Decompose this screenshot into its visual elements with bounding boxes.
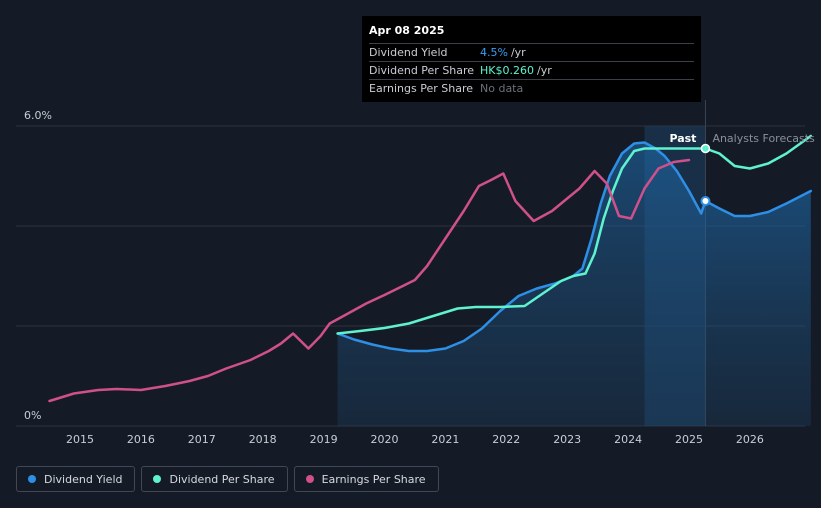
tooltip-value: No data (480, 81, 524, 95)
tooltip-unit: /yr (536, 63, 552, 77)
y-tick-label: 0% (24, 409, 41, 422)
forecast-label: Analysts Forecasts (712, 132, 815, 145)
tooltip-row-dividend-yield: Dividend Yield 4.5% /yr (369, 43, 694, 61)
tooltip-value: HK$0.260 (480, 63, 534, 77)
x-tick-label: 2016 (127, 433, 155, 446)
label-layer: 6.0% 0% 2015 2016 2017 2018 2019 2020 2021 2022 20… (24, 109, 815, 446)
dividend-yield-area (705, 191, 811, 426)
dividend-yield-line (704, 189, 813, 218)
legend-label: Dividend Per Share (169, 472, 275, 486)
tooltip: Apr 08 2025 Dividend Yield 4.5% /yr Divi… (362, 16, 701, 102)
tooltip-label: Dividend Yield (369, 45, 448, 59)
line-layer (48, 134, 813, 403)
tooltip-row-dividend-per-share: Dividend Per Share HK$0.260 /yr (369, 61, 694, 79)
tooltip-unit: /yr (510, 45, 526, 59)
tooltip-row-earnings-per-share: Earnings Per Share No data (369, 79, 694, 97)
dividend-per-share-line (704, 134, 813, 170)
legend-dot-icon (28, 475, 36, 483)
y-tick-label: 6.0% (24, 109, 52, 122)
legend-dot-icon (153, 475, 162, 483)
dividend-yield-marker (700, 196, 711, 206)
tooltip-date: Apr 08 2025 (369, 24, 445, 37)
x-tick-label: 2026 (736, 433, 764, 446)
x-tick-label: 2022 (492, 433, 520, 446)
dividend-per-share-line (336, 147, 707, 335)
past-label: Past (669, 132, 696, 145)
x-tick-label: 2019 (310, 433, 338, 446)
tooltip-label: Dividend Per Share (369, 63, 475, 77)
legend-dot-icon (305, 475, 314, 483)
marker-layer (700, 143, 711, 206)
x-tick-label: 2018 (249, 433, 277, 446)
x-tick-label: 2020 (371, 433, 399, 446)
x-tick-label: 2015 (66, 433, 94, 446)
x-tick-label: 2025 (675, 433, 703, 446)
tooltip-value: 4.5% (480, 45, 508, 59)
earnings-per-share-line (48, 158, 691, 403)
legend-item-dividend-per-share[interactable]: Dividend Per Share (141, 466, 288, 492)
legend-item-dividend-yield[interactable]: Dividend Yield (16, 466, 136, 492)
legend: Dividend Yield Dividend Per Share Earnin… (16, 466, 439, 492)
x-tick-label: 2017 (188, 433, 216, 446)
legend-label: Dividend Yield (44, 472, 123, 486)
dividend-yield-area (337, 142, 706, 426)
x-tick-label: 2021 (431, 433, 459, 446)
x-tick-label: 2023 (553, 433, 581, 446)
tooltip-label: Earnings Per Share (369, 81, 474, 95)
area-layer (337, 142, 811, 426)
legend-item-earnings-per-share[interactable]: Earnings Per Share (293, 466, 439, 492)
dividend-per-share-marker (700, 143, 711, 154)
x-tick-label: 2024 (614, 433, 642, 446)
legend-label: Earnings Per Share (321, 472, 426, 486)
